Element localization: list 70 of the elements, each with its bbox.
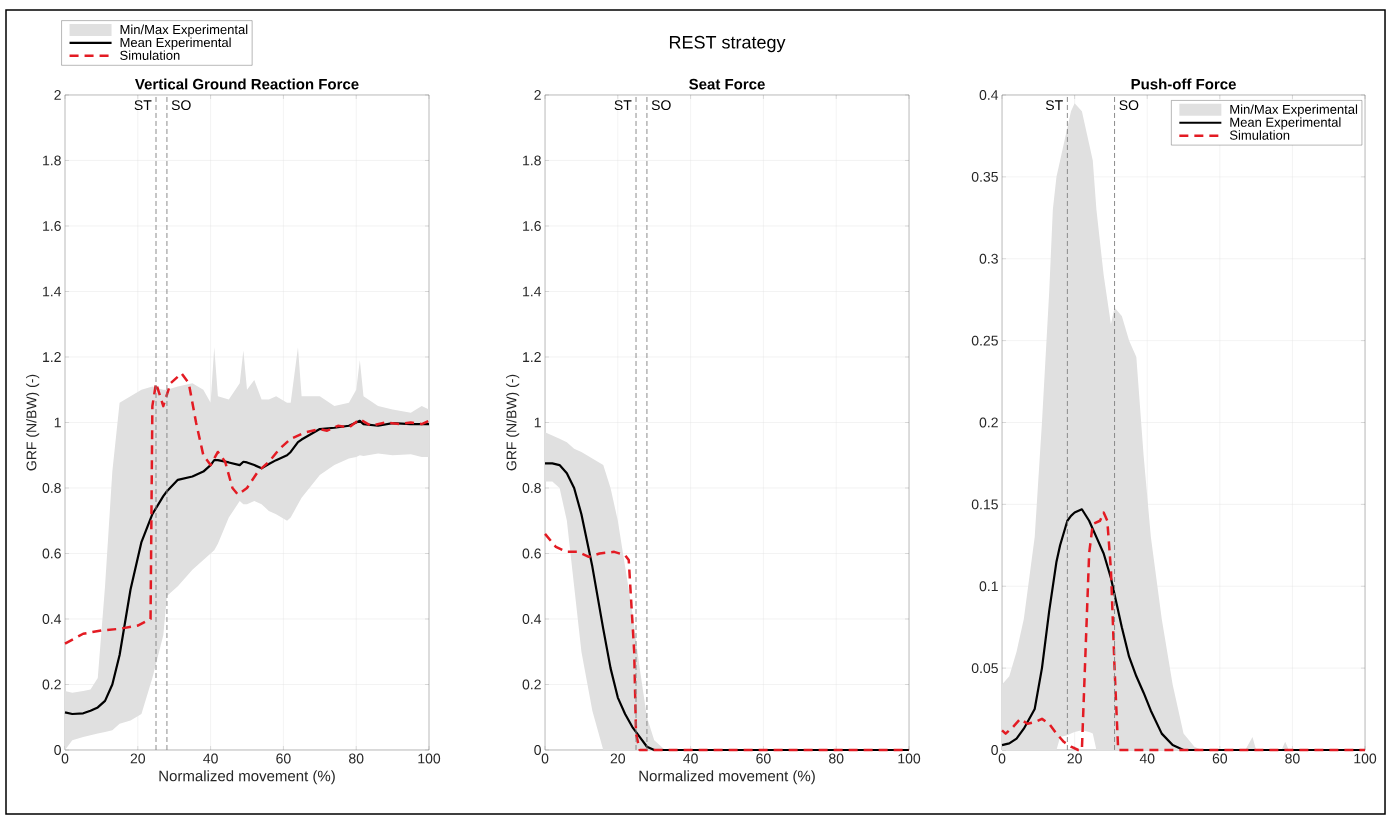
- x-tick-label: 80: [829, 753, 844, 764]
- y-tick-label: 0: [991, 745, 998, 755]
- text: Min/Max Experimental: [120, 24, 248, 37]
- chart-title: Seat Force: [689, 78, 765, 90]
- ref-line-label: SO: [1119, 100, 1139, 111]
- y-tick-label: 0.15: [971, 499, 998, 510]
- y-tick-label: 1.6: [523, 221, 541, 231]
- ref-line-label: ST: [614, 100, 632, 111]
- y-axis-title: GRF (N/BW) (-): [26, 374, 40, 471]
- chart-title: Push-off Force: [1131, 78, 1236, 90]
- y-tick-label: 0.3: [979, 253, 998, 264]
- y-tick-label: 1: [54, 417, 61, 428]
- chart-title: Vertical Ground Reaction Force: [135, 78, 359, 90]
- y-tick-label: 0.4: [522, 614, 542, 624]
- y-tick-label: 0: [54, 745, 61, 755]
- x-tick-label: 60: [1212, 753, 1228, 764]
- y-tick-label: 1.4: [43, 286, 62, 297]
- x-tick-label: 80: [1285, 753, 1300, 764]
- x-tick-label: 0: [541, 753, 549, 764]
- x-tick-label: 100: [1354, 753, 1377, 764]
- x-tick-label: 0: [998, 753, 1006, 764]
- y-tick-label: 1.4: [523, 286, 542, 297]
- y-axis-title: GRF (N/BW) (-): [506, 374, 520, 471]
- y-tick-label: 0.25: [971, 335, 998, 346]
- x-tick-label: 60: [756, 753, 771, 764]
- y-tick-label: 0.8: [522, 483, 541, 493]
- y-tick-label: 2: [54, 90, 61, 100]
- x-tick-label: 20: [1067, 753, 1082, 764]
- y-tick-label: 0.2: [42, 679, 61, 690]
- x-tick-label: 60: [276, 753, 291, 764]
- y-tick-label: 0.6: [42, 548, 61, 559]
- x-tick-label: 0: [61, 753, 69, 764]
- y-tick-label: 0.35: [971, 171, 998, 182]
- y-tick-label: 1.2: [43, 352, 61, 362]
- ref-line-label: ST: [1045, 100, 1063, 111]
- x-axis-title: Normalized movement (%): [639, 770, 815, 785]
- x-tick-label: 80: [349, 753, 364, 764]
- text: REST strategy: [669, 35, 786, 53]
- y-tick-label: 0.1: [979, 581, 998, 592]
- y-tick-label: 0.4: [979, 90, 999, 100]
- y-tick-label: 0.4: [42, 614, 62, 624]
- x-axis-title: Normalized movement (%): [159, 770, 335, 785]
- y-tick-label: 1: [534, 417, 541, 428]
- ref-line-label: SO: [651, 100, 671, 111]
- y-tick-label: 0.05: [971, 663, 998, 674]
- y-tick-label: 1.8: [523, 155, 541, 166]
- y-tick-label: 1.8: [43, 155, 61, 166]
- legend-label: Simulation: [120, 50, 180, 60]
- legend-label: Mean Experimental: [1230, 117, 1341, 130]
- line-series: [63, 372, 431, 645]
- y-tick-label: 0: [534, 745, 541, 755]
- legend-label: Simulation: [1229, 130, 1290, 140]
- y-tick-label: 1.6: [43, 221, 61, 231]
- x-tick-label: 100: [418, 753, 441, 764]
- x-tick-label: 20: [130, 753, 146, 764]
- y-tick-label: 1.2: [523, 352, 541, 362]
- y-tick-label: 0.8: [42, 483, 61, 493]
- y-tick-label: 0.2: [979, 417, 998, 428]
- x-tick-label: 100: [898, 753, 921, 764]
- x-tick-label: 40: [203, 753, 218, 764]
- y-tick-label: 0.2: [522, 679, 541, 690]
- ref-line-label: SO: [171, 100, 191, 111]
- ref-line-label: ST: [134, 100, 152, 111]
- x-tick-label: 40: [683, 753, 698, 764]
- x-tick-label: 20: [610, 753, 626, 764]
- annotation: Min/Max Experimental: [1230, 104, 1358, 117]
- legend-label: Mean Experimental: [120, 37, 231, 50]
- x-tick-label: 40: [1139, 753, 1155, 764]
- y-tick-label: 2: [534, 90, 541, 100]
- y-tick-label: 0.6: [522, 548, 541, 559]
